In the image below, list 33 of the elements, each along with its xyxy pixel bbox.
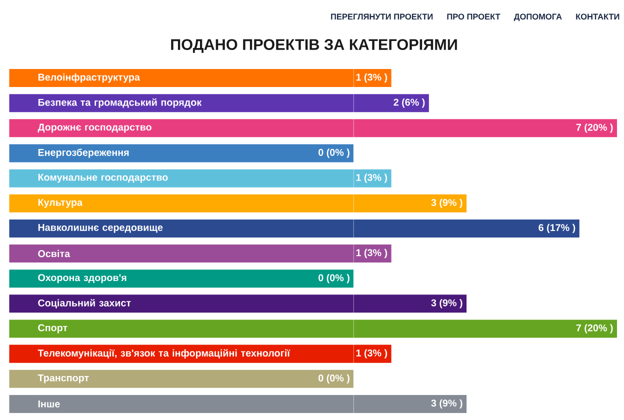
data-label: 1 (3% ) xyxy=(356,73,388,83)
data-label: 3 (9% ) xyxy=(431,299,462,308)
data-label: 7 (20% ) xyxy=(576,124,613,133)
data-label: 1 (3% ) xyxy=(356,174,388,183)
data-label: 0 (0% ) xyxy=(318,274,350,284)
y-tick-label: Навколишнє середовище xyxy=(38,224,163,233)
data-label: 3 (9% ) xyxy=(431,198,462,208)
y-tick-label: Безпека та громадський порядок xyxy=(38,98,202,108)
data-label: 2 (6% ) xyxy=(394,98,425,108)
y-tick-label: Енергозбереження xyxy=(38,148,129,158)
y-tick-label: Соціальний захист xyxy=(38,299,131,308)
y-tick-label: Дорожнє господарство xyxy=(38,124,152,133)
y-tick-label: Спорт xyxy=(38,324,68,334)
data-label: 6 (17% ) xyxy=(538,224,576,234)
y-tick-label: Культура xyxy=(38,198,83,208)
y-tick-label: Велоінфраструктура xyxy=(38,73,140,83)
data-label: 1 (3% ) xyxy=(356,349,388,358)
data-label: 0 (0% ) xyxy=(318,148,350,158)
data-label: 3 (9% ) xyxy=(431,399,462,409)
text: ДОПОМОГА xyxy=(514,14,562,22)
y-tick-label: Комунальне господарство xyxy=(38,174,168,183)
data-label: 1 (3% ) xyxy=(356,248,388,258)
text: ПРО ПРОЕКТ xyxy=(447,14,500,20)
y-tick-label: Інше xyxy=(38,400,60,408)
y-tick-label: Телекомунікації, зв'язок та інформаційні технології xyxy=(38,349,290,359)
data-label: 7 (20% ) xyxy=(576,324,613,334)
chart-title: ПОДАНО ПРОЕКТІВ ЗА КАТЕГОРІЯМИ xyxy=(171,39,457,53)
text: КОНТАКТИ xyxy=(576,14,620,20)
y-tick-label: Освіта xyxy=(38,250,70,258)
text: ПЕРЕГЛЯНУТИ ПРОЕКТИ xyxy=(331,14,433,20)
data-label: 0 (0% ) xyxy=(318,374,350,384)
y-tick-label: Охорона здоров'я xyxy=(38,274,126,284)
y-tick-label: Транспорт xyxy=(38,374,89,384)
